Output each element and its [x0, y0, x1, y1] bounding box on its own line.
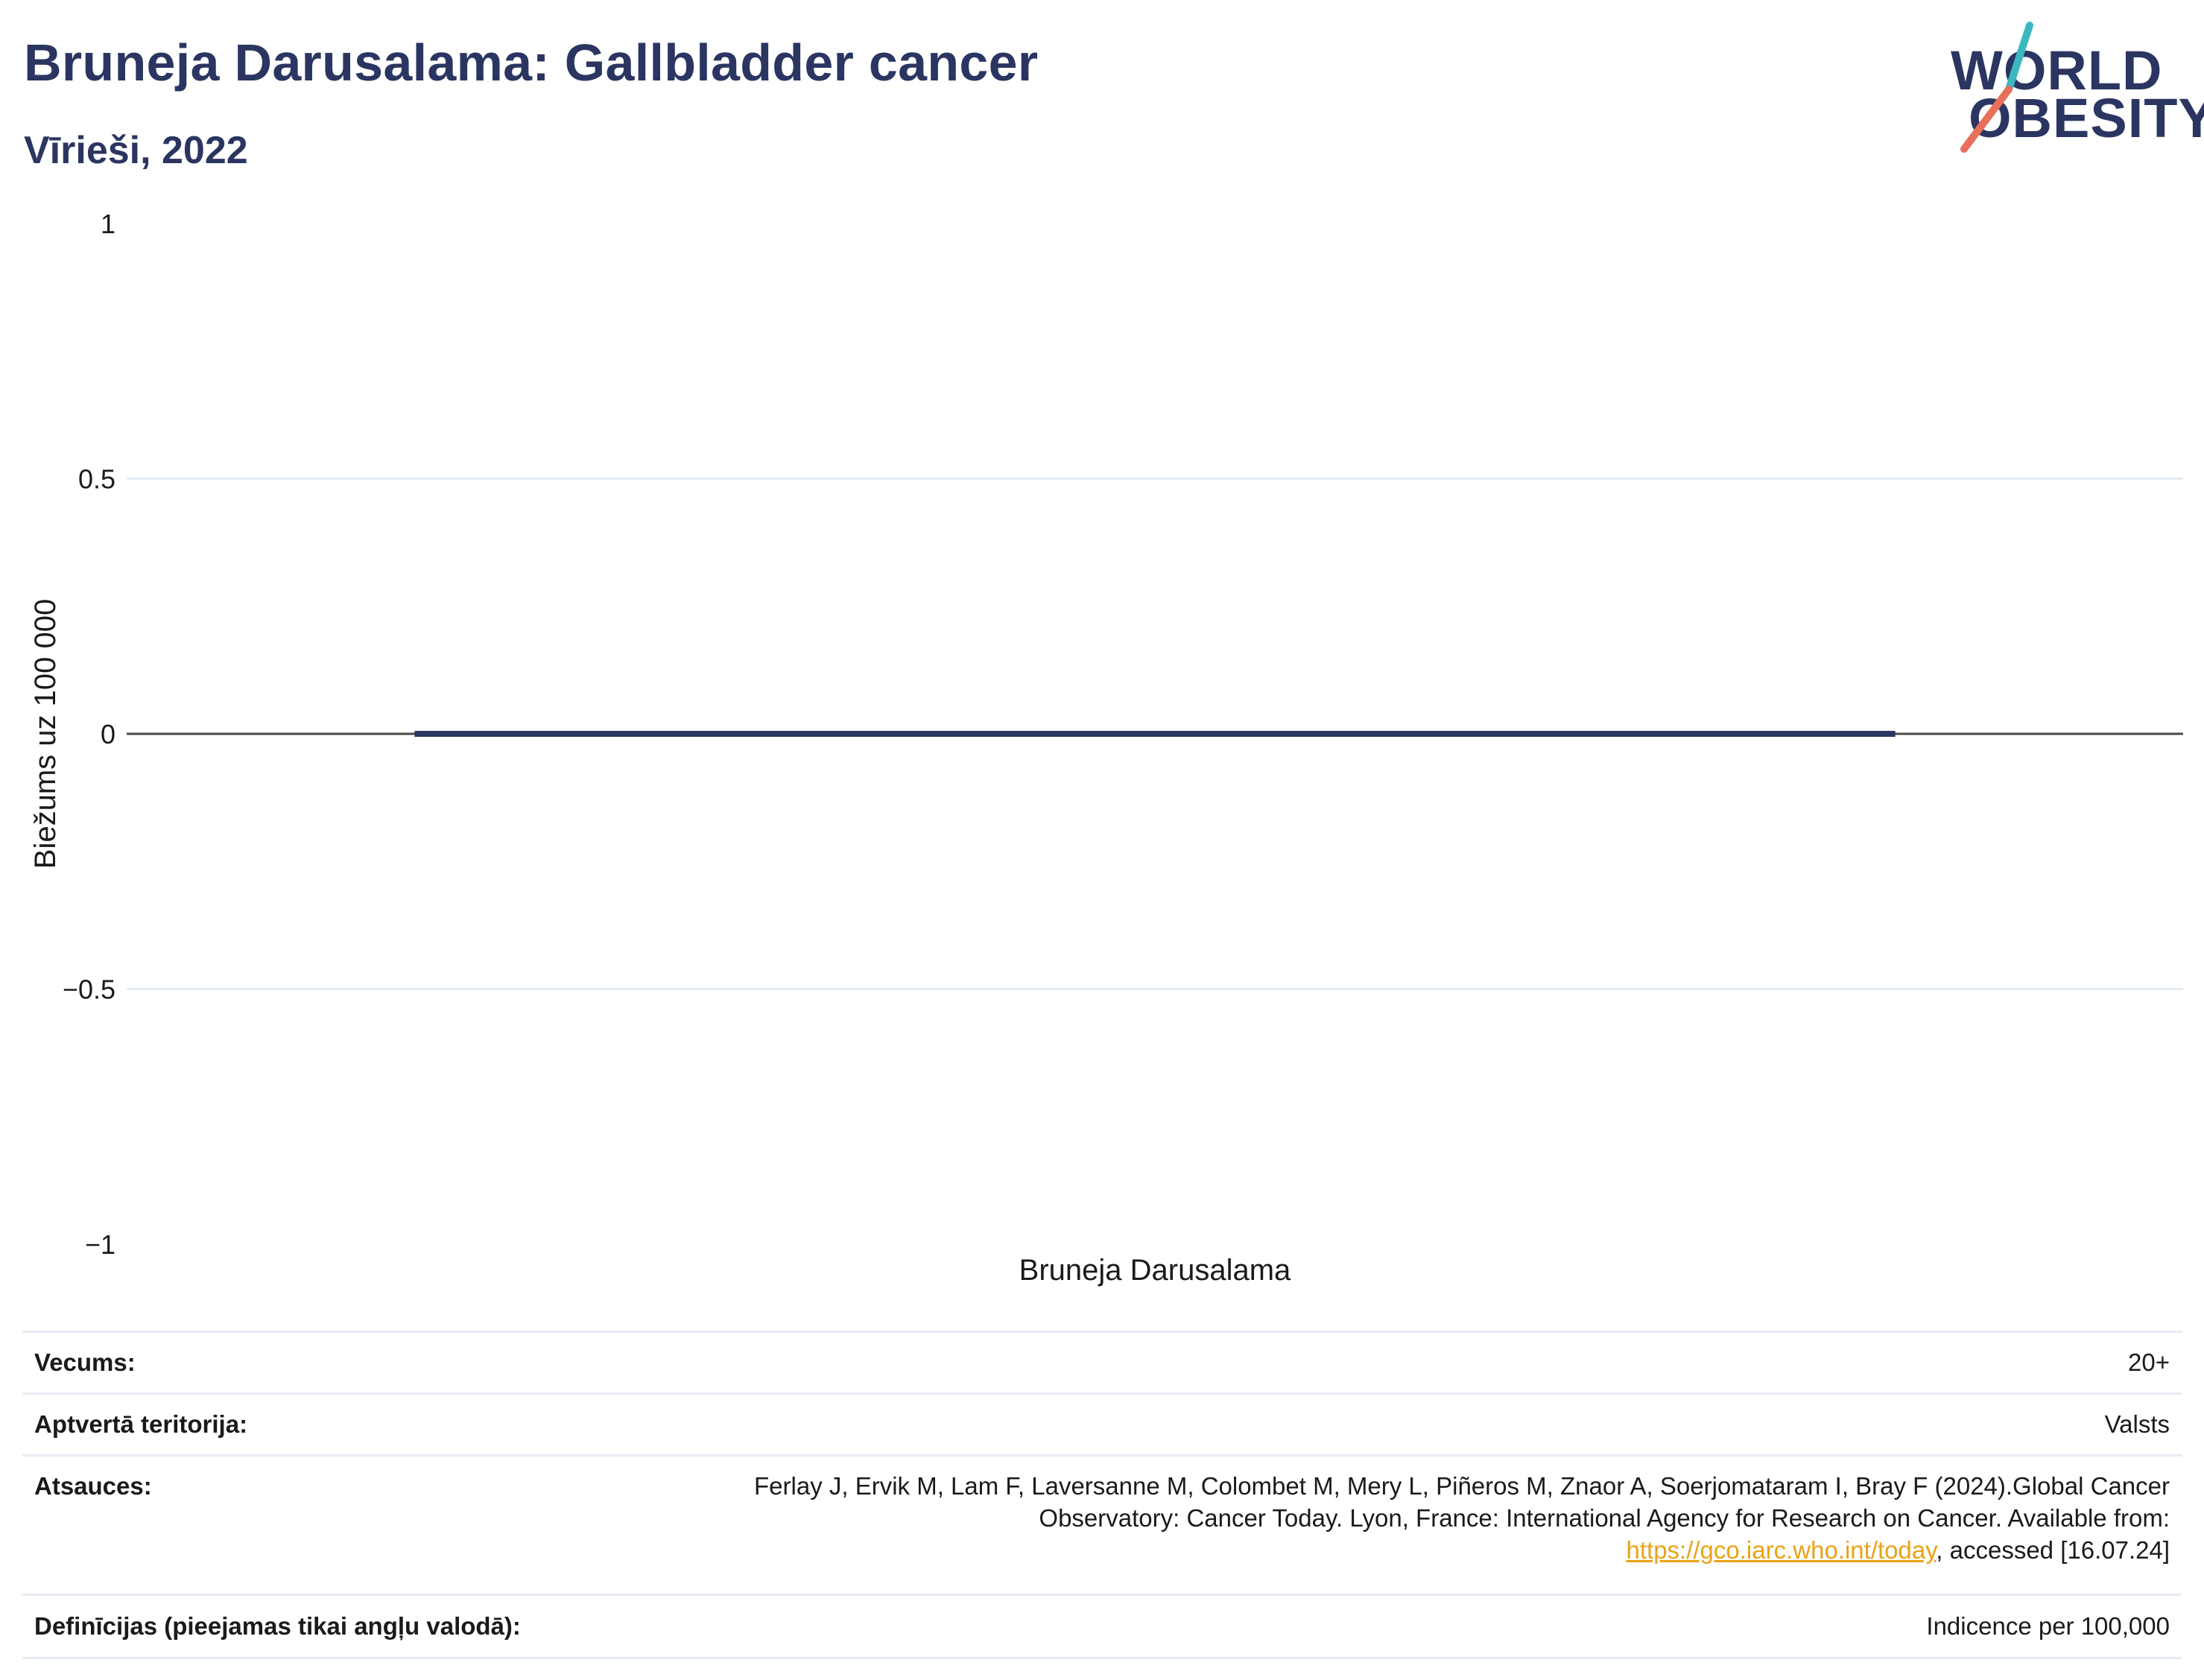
reference-accessed: , accessed [16.07.24]	[1936, 1536, 2170, 1564]
info-label-definitions: Definīcijas (pieejamas tikai angļu valod…	[22, 1594, 717, 1659]
y-tick-label: −0.5	[63, 974, 115, 1005]
chart-subtitle: Vīrieši, 2022	[24, 129, 248, 172]
bar	[414, 731, 1896, 737]
chart-title: Bruneja Darusalama: Gallbladder cancer	[24, 34, 1039, 92]
info-row-references: Atsauces: Ferlay J, Ervik M, Lam F, Lave…	[22, 1454, 2182, 1596]
logo-slash-icon	[1960, 22, 2033, 153]
info-value-references: Ferlay J, Ervik M, Lam F, Laversanne M, …	[717, 1454, 2182, 1596]
info-value-age: 20+	[717, 1331, 2182, 1395]
source-link[interactable]: https://gco.iarc.who.int/today	[1626, 1536, 1937, 1564]
y-tick-label: 0	[101, 719, 115, 749]
info-table: Vecums: 20+ Aptvertā teritorija: Valsts …	[22, 1331, 2182, 1659]
y-tick-label: 0.5	[78, 464, 115, 495]
logo-text-line1: WORLD	[1951, 39, 2163, 101]
info-label-age: Vecums:	[22, 1331, 717, 1395]
info-label-references: Atsauces:	[22, 1454, 717, 1596]
y-tick-labels: 1 0.5 0 −0.5 −1	[63, 209, 115, 1260]
x-tick-label: Bruneja Darusalama	[1019, 1254, 1291, 1287]
bar-chart: 1 0.5 0 −0.5 −1 Bruneja Darusalama Biežums u…	[29, 209, 2183, 1287]
y-axis-label: Biežums uz 100 000	[29, 599, 62, 869]
x-tick-labels: Bruneja Darusalama	[1019, 1254, 1291, 1287]
reference-text: Ferlay J, Ervik M, Lam F, Laversanne M, …	[754, 1472, 2170, 1532]
info-row-coverage: Aptvertā teritorija: Valsts	[22, 1392, 2182, 1456]
info-value-definitions: Indicence per 100,000	[717, 1594, 2182, 1659]
info-label-coverage: Aptvertā teritorija:	[22, 1392, 717, 1456]
bars	[414, 731, 1896, 737]
logo-text-line2: OBESITY	[1969, 87, 2204, 149]
world-obesity-logo: WORLD OBESITY	[1937, 21, 2204, 155]
y-tick-label: −1	[85, 1229, 115, 1260]
info-row-age: Vecums: 20+	[22, 1331, 2182, 1395]
y-tick-label: 1	[101, 209, 115, 239]
info-row-definitions: Definīcijas (pieejamas tikai angļu valod…	[22, 1594, 2182, 1659]
info-value-coverage: Valsts	[717, 1392, 2182, 1456]
